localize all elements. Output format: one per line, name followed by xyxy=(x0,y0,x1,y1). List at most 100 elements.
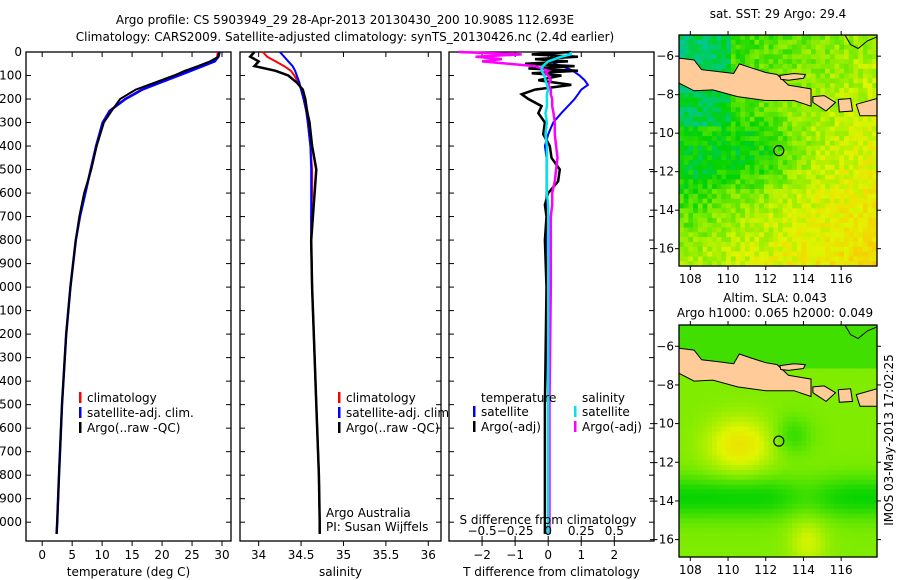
map-cell xyxy=(740,532,746,539)
map-cell xyxy=(693,227,699,233)
map-cell xyxy=(872,494,878,500)
map-cell xyxy=(716,494,722,500)
map-cell xyxy=(702,160,708,166)
map-cell xyxy=(749,174,755,180)
map-cell xyxy=(829,169,836,176)
map-cell xyxy=(792,450,798,457)
map-cell xyxy=(862,542,869,548)
map-cell xyxy=(782,532,788,539)
map-cell xyxy=(862,349,869,355)
map-cell xyxy=(693,126,699,132)
map-cell xyxy=(693,54,699,60)
map-cell xyxy=(730,49,737,55)
map-cell xyxy=(688,116,694,123)
map-cell xyxy=(693,35,699,41)
map-cell xyxy=(749,412,755,418)
x-tick-label: 1 xyxy=(577,548,585,562)
map-cell xyxy=(778,140,784,147)
map-cell xyxy=(679,116,685,123)
map-cell xyxy=(749,136,755,142)
map-cell xyxy=(683,416,689,423)
map-cell xyxy=(806,193,812,200)
map-cell xyxy=(853,121,859,127)
map-cell xyxy=(730,116,737,123)
map-cell xyxy=(858,508,864,515)
map-cell xyxy=(726,92,732,99)
map-cell xyxy=(811,63,817,70)
map-cell xyxy=(848,145,854,152)
map-cell xyxy=(679,198,685,204)
map-cell xyxy=(853,416,859,423)
map-cell xyxy=(778,198,784,204)
map-cell xyxy=(792,59,798,65)
map-cell xyxy=(792,116,798,123)
map-cell xyxy=(759,102,765,108)
map-cell xyxy=(730,460,737,466)
map-cell xyxy=(707,251,713,257)
map-cell xyxy=(834,107,840,113)
map-cell xyxy=(848,532,854,539)
map-cell xyxy=(862,78,869,84)
map-cell xyxy=(782,222,788,229)
map-cell xyxy=(834,150,840,156)
map-cell xyxy=(679,203,685,209)
map-cell xyxy=(853,35,859,41)
map-cell xyxy=(792,470,798,476)
map-cell xyxy=(829,63,836,70)
map-cell xyxy=(806,334,812,341)
map-cell xyxy=(834,465,840,471)
map-cell xyxy=(801,59,807,65)
map-cell xyxy=(721,131,727,137)
map-cell xyxy=(829,416,836,423)
map-cell xyxy=(848,542,854,548)
map-cell xyxy=(811,179,817,185)
map-cell xyxy=(862,227,869,233)
map-cell xyxy=(773,227,779,233)
map-cell xyxy=(683,150,689,156)
map-cell xyxy=(815,87,821,94)
map-cell xyxy=(773,407,779,413)
map-cell xyxy=(754,344,760,350)
map-cell xyxy=(735,542,741,548)
map-cell xyxy=(782,358,788,365)
map-cell xyxy=(867,145,873,152)
map-cell xyxy=(697,484,704,490)
map-cell xyxy=(829,68,836,75)
map-cell xyxy=(763,102,770,108)
lat-tick-label: −14 xyxy=(649,494,674,508)
map-cell xyxy=(773,121,779,127)
map-cell xyxy=(820,508,826,515)
map-cell xyxy=(848,49,854,55)
map-cell xyxy=(839,164,845,171)
map-cell xyxy=(721,499,727,505)
map-cell xyxy=(778,426,784,432)
map-cell xyxy=(740,344,746,350)
map-cell xyxy=(740,455,746,461)
map-cell xyxy=(697,169,704,176)
map-cell xyxy=(683,445,689,452)
map-cell xyxy=(740,150,746,156)
map-cell xyxy=(693,334,699,341)
map-cell xyxy=(862,246,869,253)
map-cell xyxy=(829,547,836,553)
map-cell xyxy=(759,54,765,60)
map-cell xyxy=(867,189,873,195)
map-cell xyxy=(745,222,751,229)
map-cell xyxy=(848,494,854,500)
map-cell xyxy=(683,518,689,524)
map-cell xyxy=(759,542,765,548)
map-cell xyxy=(688,150,694,156)
x-tick-label: 36 xyxy=(421,548,436,562)
map-cell xyxy=(730,184,737,190)
map-cell xyxy=(683,392,689,399)
map-cell xyxy=(740,508,746,515)
map-cell xyxy=(749,479,755,486)
map-cell xyxy=(730,329,737,336)
map-cell xyxy=(712,479,718,486)
map-cell xyxy=(745,392,751,399)
map-cell xyxy=(811,68,817,75)
map-cell xyxy=(778,174,784,180)
map-cell xyxy=(834,358,840,365)
map-cell xyxy=(839,116,845,123)
map-cell xyxy=(801,217,807,224)
